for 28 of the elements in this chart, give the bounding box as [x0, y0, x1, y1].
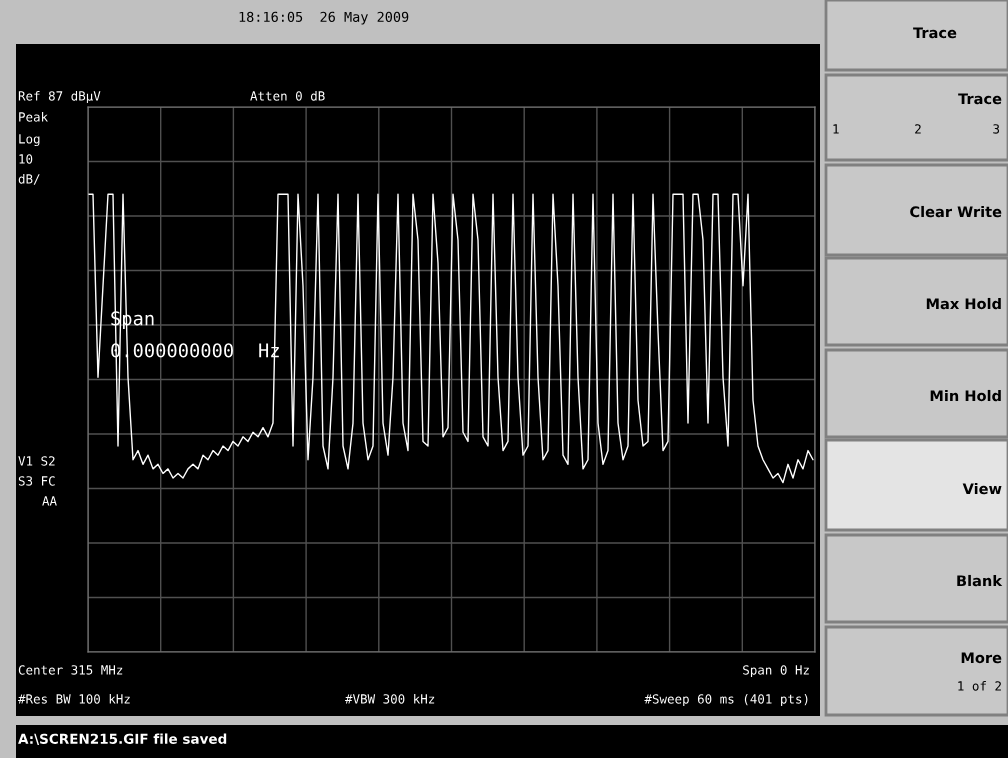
text: Trace [913, 27, 957, 39]
text: Clear Write [910, 205, 1002, 218]
text: #VBW 300 kHz [345, 693, 435, 704]
text: Min Hold [930, 389, 1001, 402]
text: V1 S2 [18, 456, 55, 466]
text: More [961, 652, 1002, 664]
text: Span 0 Hz [743, 665, 809, 678]
text: Blank [957, 574, 1003, 587]
text: Peak [19, 111, 48, 122]
text: Log [19, 134, 40, 147]
text: #Sweep 60 ms (401 pts) [644, 694, 808, 707]
text: 1 [833, 124, 839, 134]
text: 3 [993, 124, 1000, 134]
text: A:\SCREN215.GIF file saved [18, 733, 227, 745]
text: Trace [958, 93, 1002, 105]
text: 1 of 2 [958, 680, 1001, 691]
text: View [962, 482, 1002, 495]
text: 2 [915, 124, 921, 134]
text: #Res BW 100 kHz [18, 693, 130, 704]
text: dB/ [18, 173, 40, 185]
text: Ref 87 dBμV [18, 90, 101, 104]
text: 10 [19, 154, 33, 164]
text: 18:16:05 26 May 2009 [239, 11, 409, 25]
text: Max Hold [926, 297, 1001, 310]
text: S3 FC [18, 476, 55, 486]
text: Center 315 MHz [18, 665, 123, 675]
text: AA [42, 496, 57, 506]
text: Atten 0 dB [250, 90, 325, 101]
